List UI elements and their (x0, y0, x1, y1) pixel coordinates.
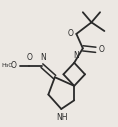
Text: NH: NH (57, 113, 68, 122)
Text: O: O (98, 45, 104, 54)
Text: O: O (68, 29, 74, 38)
Text: O: O (27, 53, 32, 62)
Text: N: N (40, 53, 46, 62)
Text: H₃C: H₃C (1, 63, 13, 68)
Text: O: O (11, 61, 17, 70)
Text: N: N (73, 51, 79, 60)
